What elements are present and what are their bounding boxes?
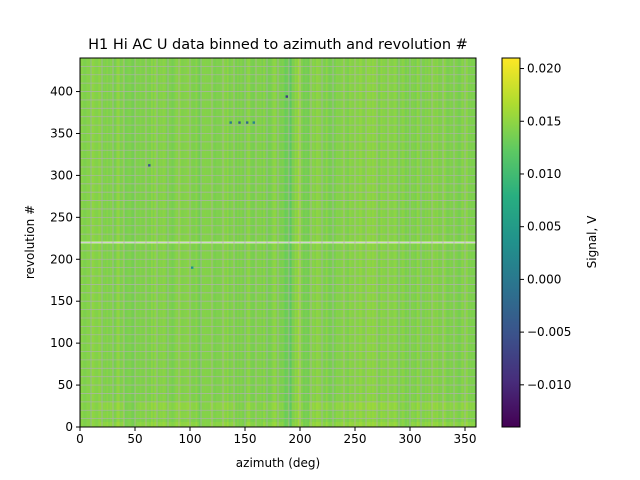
y-tick-label: 350 <box>50 126 73 140</box>
colorbar-tick-label: −0.005 <box>527 325 571 339</box>
y-tick-label: 150 <box>50 294 73 308</box>
y-tick-label: 0 <box>65 420 73 434</box>
x-tick-label: 0 <box>76 432 84 446</box>
point-feature <box>191 266 194 269</box>
point-feature <box>229 121 232 124</box>
y-tick-label: 300 <box>50 168 73 182</box>
x-tick-label: 50 <box>127 432 142 446</box>
y-tick-label: 200 <box>50 252 73 266</box>
point-feature <box>246 121 249 124</box>
point-feature <box>148 164 151 167</box>
colorbar-tick-label: 0.020 <box>527 62 561 76</box>
colorbar-tick-label: 0.005 <box>527 220 561 234</box>
x-tick-label: 150 <box>234 432 257 446</box>
y-tick-label: 400 <box>50 85 73 99</box>
colorbar-tick-label: −0.010 <box>527 378 571 392</box>
colorbar-tick-label: 0.015 <box>527 114 561 128</box>
y-axis: 0 50 100 150 200 250 300 350 400 <box>50 85 80 434</box>
x-tick-label: 350 <box>454 432 477 446</box>
y-tick-label: 250 <box>50 210 73 224</box>
x-tick-label: 200 <box>289 432 312 446</box>
x-axis-label: azimuth (deg) <box>236 456 320 470</box>
grid <box>80 58 476 427</box>
plot-frame <box>79 57 477 428</box>
x-tick-label: 250 <box>344 432 367 446</box>
point-feature <box>238 121 241 124</box>
colorbar-label: Signal, V <box>585 215 599 268</box>
y-tick-label: 100 <box>50 336 73 350</box>
colorbar: 0.020 0.015 0.010 0.005 0.000 −0.005 −0.010 Si… <box>501 57 599 428</box>
point-feature <box>285 95 288 98</box>
colorbar-tick-label: 0.010 <box>527 167 561 181</box>
x-axis: 0 50 100 150 200 250 300 350 <box>76 427 476 446</box>
x-tick-label: 300 <box>399 432 422 446</box>
point-feature <box>252 121 255 124</box>
chart-title: H1 Hi AC U data binned to azimuth and re… <box>88 37 468 53</box>
x-tick-label: 100 <box>179 432 202 446</box>
plot-area <box>79 57 477 428</box>
y-tick-label: 50 <box>58 378 73 392</box>
colorbar-gradient <box>501 57 521 428</box>
colorbar-ticks: 0.020 0.015 0.010 0.005 0.000 −0.005 −0.010 <box>520 62 571 392</box>
colorbar-tick-label: 0.000 <box>527 272 561 286</box>
point-features <box>148 95 288 269</box>
y-axis-label: revolution # <box>23 205 37 279</box>
